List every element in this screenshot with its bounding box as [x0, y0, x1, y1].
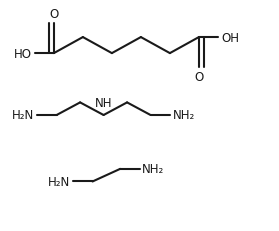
Text: O: O [49, 8, 59, 21]
Text: NH: NH [95, 97, 112, 110]
Text: OH: OH [221, 31, 239, 44]
Text: NH₂: NH₂ [142, 163, 165, 176]
Text: O: O [194, 71, 203, 84]
Text: H₂N: H₂N [48, 175, 70, 188]
Text: H₂N: H₂N [12, 109, 35, 122]
Text: NH₂: NH₂ [173, 109, 195, 122]
Text: HO: HO [14, 47, 32, 60]
